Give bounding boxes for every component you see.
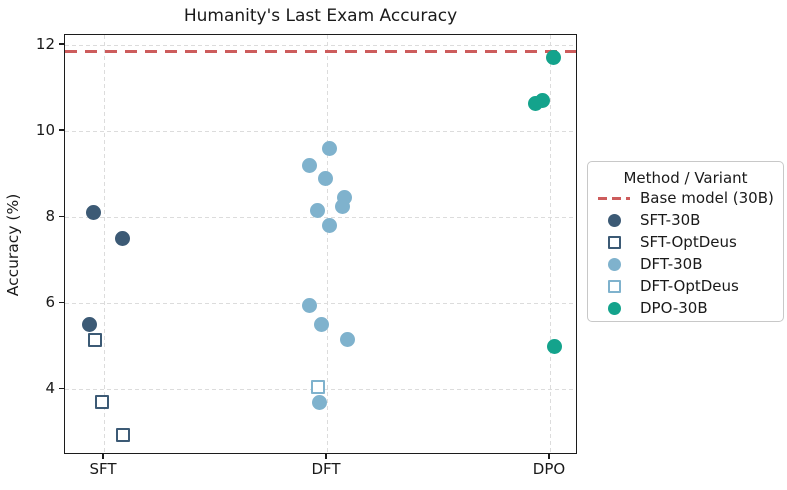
y-tick-label: 10: [35, 120, 55, 139]
gridline-horizontal: [65, 130, 576, 132]
scatter-point-sft-optdeus: [116, 427, 130, 442]
legend-dashed-line-marker: [598, 196, 630, 200]
gridline-vertical: [549, 35, 551, 453]
legend-marker-box: [588, 235, 640, 249]
scatter-point-dft-30b: [311, 394, 327, 410]
gridline-vertical: [326, 35, 328, 453]
scatter-point-sft-optdeus: [88, 332, 102, 347]
plot-area: [64, 34, 577, 454]
legend-item: Base model (30B): [588, 187, 783, 209]
legend-square-marker: [607, 279, 621, 293]
x-tick-label: SFT: [89, 460, 117, 478]
legend-item-label: DPO-30B: [640, 299, 708, 317]
x-tick-label: DPO: [532, 460, 566, 478]
x-tick-mark: [548, 454, 550, 459]
scatter-point-dpo-30b: [546, 338, 562, 354]
scatter-point-sft-30b: [85, 205, 101, 221]
legend-marker-box: [588, 213, 640, 227]
legend-marker-box: [588, 301, 640, 315]
legend-item: DFT-OptDeus: [588, 275, 783, 297]
scatter-point-dft-30b: [313, 317, 329, 333]
legend-item-label: DFT-30B: [640, 255, 703, 273]
legend-item-label: Base model (30B): [640, 189, 774, 207]
scatter-point-dft-30b: [317, 170, 333, 186]
legend-item: SFT-30B: [588, 209, 783, 231]
scatter-point-dft-30b: [334, 198, 350, 214]
scatter-point-sft-30b: [81, 317, 97, 333]
scatter-point-dpo-30b: [527, 95, 543, 111]
x-tick-mark: [102, 454, 104, 459]
legend-circle-marker: [607, 213, 621, 227]
legend: Method / Variant Base model (30B) SFT-30B…: [587, 161, 784, 322]
y-tick-label: 6: [45, 292, 55, 311]
legend-circle-marker: [607, 301, 621, 315]
legend-item: SFT-OptDeus: [588, 231, 783, 253]
scatter-point-sft-optdeus: [95, 395, 109, 410]
y-tick-mark: [59, 301, 64, 303]
legend-item-label: SFT-OptDeus: [640, 233, 737, 251]
gridline-vertical: [103, 35, 105, 453]
legend-circle-marker: [607, 257, 621, 271]
scatter-point-dft-30b: [339, 332, 355, 348]
y-tick-mark: [59, 215, 64, 217]
legend-marker-box: [588, 196, 640, 200]
scatter-point-dpo-30b: [545, 50, 561, 66]
scatter-point-sft-30b: [114, 231, 130, 247]
scatter-point-dft-30b: [309, 203, 325, 219]
legend-item: DPO-30B: [588, 297, 783, 319]
y-tick-mark: [59, 387, 64, 390]
legend-square-marker: [607, 235, 621, 249]
gridline-horizontal: [65, 44, 576, 46]
chart-title: Humanity's Last Exam Accuracy: [183, 6, 458, 26]
y-tick-label: 4: [45, 378, 55, 397]
scatter-point-dft-30b: [301, 297, 317, 313]
x-tick-label: DFT: [311, 460, 341, 478]
scatter-point-dft-30b: [321, 140, 337, 156]
legend-marker-box: [588, 257, 640, 271]
y-tick-label: 12: [35, 34, 55, 53]
gridline-horizontal: [65, 302, 576, 304]
y-tick-mark: [59, 129, 64, 131]
legend-item: DFT-30B: [588, 253, 783, 275]
legend-marker-box: [588, 279, 640, 293]
y-tick-mark: [59, 43, 64, 45]
x-tick-mark: [325, 454, 327, 459]
y-tick-label: 8: [45, 206, 55, 225]
scatter-point-dft-30b: [321, 218, 337, 234]
baseline-dashed-line: [65, 49, 576, 53]
legend-item-label: SFT-30B: [640, 211, 701, 229]
scatter-point-dft-30b: [301, 158, 317, 174]
scatter-point-dft-optdeus: [311, 380, 325, 395]
legend-items: Base model (30B) SFT-30B SFT-OptDeus DFT-30…: [588, 187, 783, 319]
legend-item-label: DFT-OptDeus: [640, 277, 739, 295]
y-axis-label: Accuracy (%): [4, 193, 22, 297]
legend-title: Method / Variant: [623, 169, 748, 187]
